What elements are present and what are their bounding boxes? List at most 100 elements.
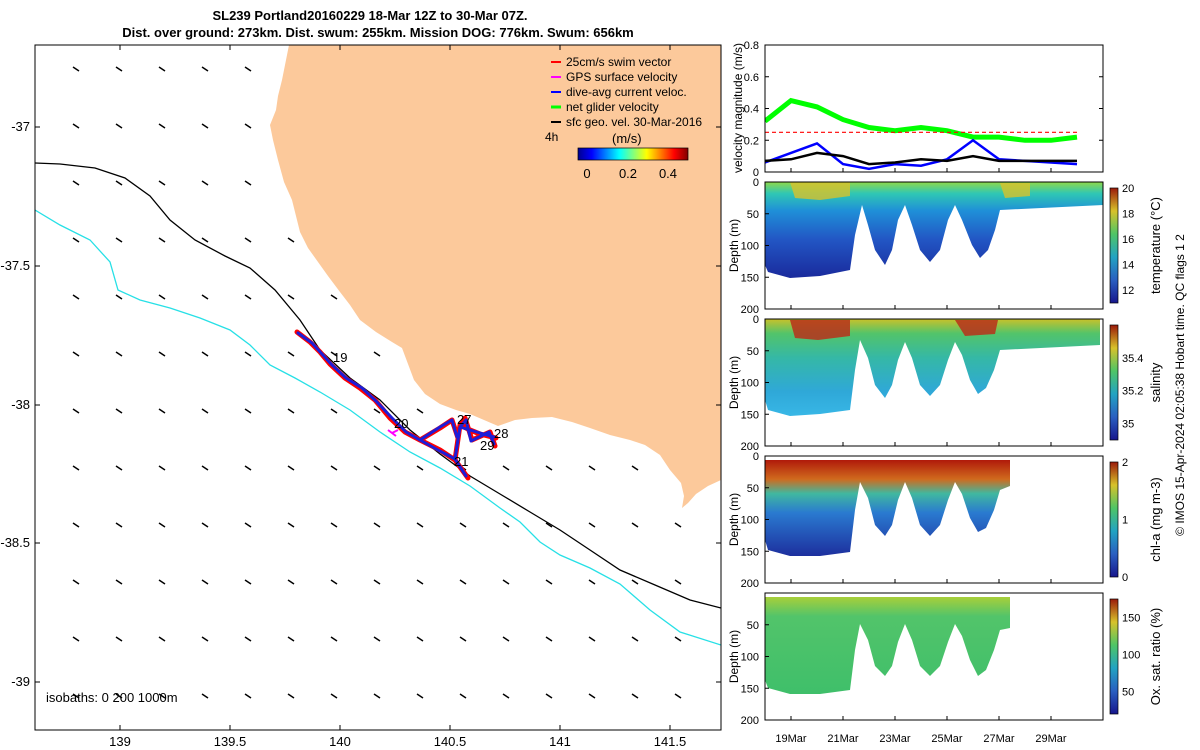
- depth-axis-label: Depth (m): [727, 630, 741, 683]
- velocity-arrow: [201, 294, 209, 300]
- velocity-arrow: [72, 66, 80, 72]
- velocity-arrow: [631, 579, 639, 585]
- velocity-arrow: [244, 123, 252, 129]
- track-day-label: 19: [333, 350, 347, 365]
- y-tick-label: 0.2: [744, 135, 759, 147]
- colorbar-tick-label: 150: [1122, 613, 1140, 625]
- colorbar-label: Ox. sat. ratio (%): [1148, 608, 1163, 706]
- colorbar-label: temperature (°C): [1148, 197, 1163, 294]
- svg-text:net glider velocity: net glider velocity: [566, 100, 659, 114]
- velocity-arrow: [373, 522, 381, 528]
- velocity-arrow: [244, 693, 252, 699]
- velocity-arrow: [115, 522, 123, 528]
- velocity-arrow: [330, 636, 338, 642]
- time-tick-label: 23Mar: [879, 733, 911, 745]
- lon-tick-label: 140: [329, 734, 351, 749]
- velocity-arrow: [416, 579, 424, 585]
- temperature-warm-patch: [790, 182, 1030, 200]
- track-day-label: 27: [457, 412, 471, 427]
- legend-item: sfc geo. vel. 30-Mar-2016: [551, 115, 702, 129]
- time-tick-label: 29Mar: [1035, 733, 1067, 745]
- legend-item: 25cm/s swim vector: [551, 55, 671, 69]
- velocity-arrow: [373, 693, 381, 699]
- figure-title: SL239 Portland20160229 18-Mar 12Z to 30-…: [212, 8, 527, 23]
- depth-tick-label: 100: [741, 515, 759, 527]
- colorbar-tick-label: 2: [1122, 457, 1128, 469]
- velocity-arrow: [373, 351, 381, 357]
- velocity-arrow: [674, 693, 682, 699]
- legend-item: dive-avg current veloc.: [551, 85, 687, 99]
- velocity-arrow: [115, 351, 123, 357]
- velocity-arrow: [72, 522, 80, 528]
- velocity-series-group: [765, 97, 1078, 171]
- depth-tick-label: 150: [741, 272, 759, 284]
- velocity-arrow: [373, 636, 381, 642]
- time-axis: 19Mar 21Mar 23Mar 25Mar 27Mar 29Mar: [775, 168, 1067, 745]
- velocity-arrow: [72, 237, 80, 243]
- chlorophyll-section: [765, 460, 1010, 556]
- isobath-legend: isobaths: 0 200 1000m: [46, 690, 178, 705]
- depth-tick-label: 200: [741, 441, 759, 453]
- velocity-arrow: [588, 465, 596, 471]
- salinity-section: [765, 319, 1100, 416]
- depth-tick-label: 200: [741, 578, 759, 590]
- velocity-arrow: [201, 522, 209, 528]
- time-tick-label: 21Mar: [827, 733, 859, 745]
- velocity-arrow: [330, 408, 338, 414]
- depth-tick-label: 50: [747, 620, 759, 632]
- lon-tick-label: 139: [109, 734, 131, 749]
- velocity-arrow: [416, 636, 424, 642]
- colorbar-tick-label: 14: [1122, 260, 1134, 272]
- velocity-arrow: [158, 237, 166, 243]
- velocity-arrow: [158, 408, 166, 414]
- velocity-arrow: [287, 579, 295, 585]
- lake-feature: [398, 318, 422, 360]
- depth-axis-label: Depth (m): [727, 219, 741, 272]
- velocity-arrow: [545, 465, 553, 471]
- velocity-arrow: [72, 636, 80, 642]
- velocity-arrow: [287, 408, 295, 414]
- depth-tick-label: 100: [741, 652, 759, 664]
- velocity-arrow: [158, 693, 166, 699]
- lon-tick-label: 139.5: [214, 734, 247, 749]
- velocity-arrow: [330, 465, 338, 471]
- colorbar-tick-label: 35.4: [1122, 353, 1143, 365]
- velocity-arrow: [158, 123, 166, 129]
- velocity-arrow: [674, 579, 682, 585]
- velocity-arrow: [201, 465, 209, 471]
- depth-axis-label: Depth (m): [727, 493, 741, 546]
- map-lon-axis: 139 139.5 140 140.5 141 141.5: [109, 45, 686, 749]
- depth-tick-label: 50: [747, 346, 759, 358]
- y-tick-label: 0.8: [744, 40, 759, 52]
- isobath-200m: [35, 162, 721, 609]
- depth-tick-label: 100: [741, 378, 759, 390]
- velocity-arrow: [244, 408, 252, 414]
- lon-tick-label: 140.5: [434, 734, 467, 749]
- colorbar: [1109, 598, 1119, 715]
- velocity-arrow: [373, 408, 381, 414]
- depth-tick-label: 150: [741, 409, 759, 421]
- velocity-arrow: [287, 636, 295, 642]
- velocity-arrow: [72, 465, 80, 471]
- velocity-arrow: [158, 351, 166, 357]
- velocity-panel: 0 0.2 0.4 0.6 0.8 velocity magnitude (m/s): [731, 40, 1104, 179]
- colorbar-tick-label: 12: [1122, 285, 1134, 297]
- map-lat-axis: -37 -37.5 -38 -38.5 -39: [0, 119, 721, 689]
- colorbar-title: (m/s): [612, 131, 642, 146]
- velocity-arrow: [158, 636, 166, 642]
- velocity-arrow: [330, 693, 338, 699]
- depth-tick-label: 200: [741, 715, 759, 727]
- velocity-arrow: [201, 579, 209, 585]
- lat-tick-label: -37: [11, 119, 30, 134]
- track-day-label: 21: [454, 454, 468, 469]
- velocity-arrow: [502, 636, 510, 642]
- legend-item: net glider velocity: [551, 100, 659, 114]
- velocity-arrow: [502, 579, 510, 585]
- surface-geo-velocity-field: [72, 66, 682, 699]
- colorbar-tick: 0.4: [659, 166, 677, 181]
- time-tick-label: 27Mar: [983, 733, 1015, 745]
- gps-velocity-marks: [387, 429, 399, 437]
- depth-tick-label: 100: [741, 241, 759, 253]
- velocity-arrow: [459, 636, 467, 642]
